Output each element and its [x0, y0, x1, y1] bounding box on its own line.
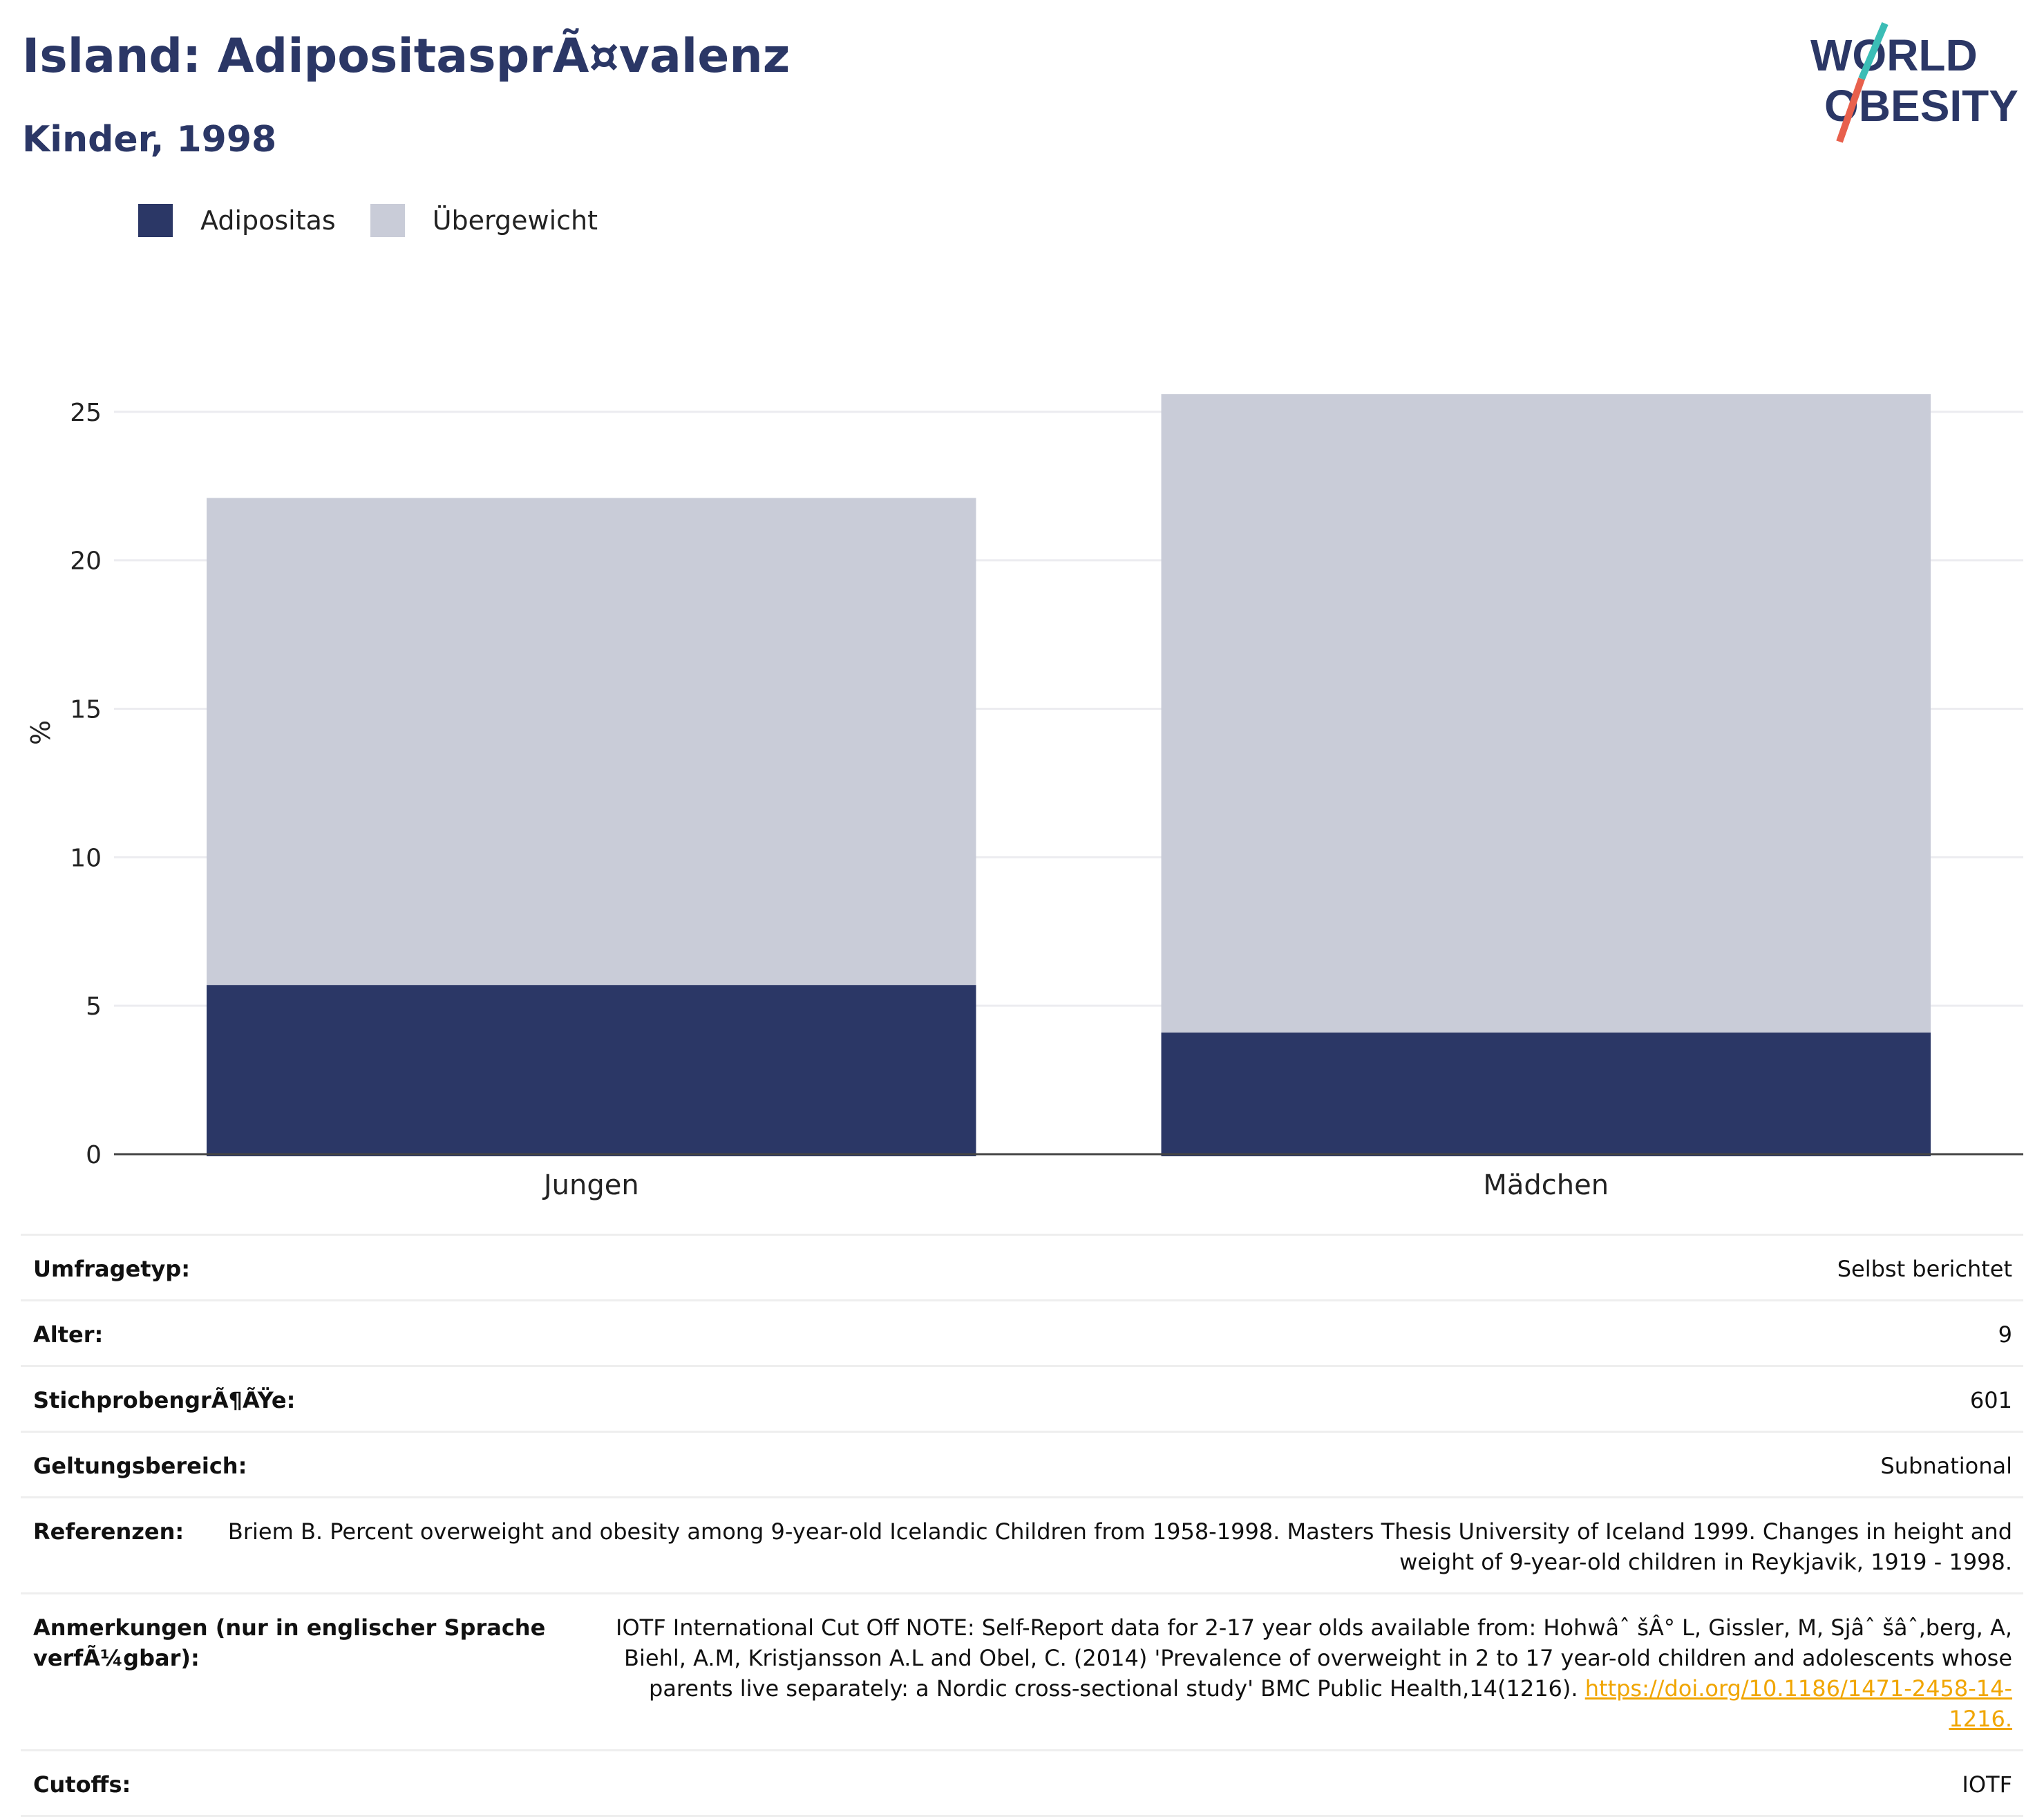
- bar-segment: [207, 985, 976, 1156]
- y-tick-label: 0: [86, 1141, 102, 1169]
- table-row-notes: Anmerkungen (nur in englischer Sprache v…: [21, 1594, 2023, 1751]
- table-row-cutoffs: Cutoffs: IOTF: [21, 1751, 2023, 1817]
- page-subtitle: Kinder, 1998: [22, 119, 277, 160]
- x-tick-labels: Jungen Mädchen: [542, 1169, 1609, 1201]
- legend-swatch-uebergewicht: [370, 204, 405, 237]
- bars: [207, 394, 1931, 1156]
- survey-type-value: Selbst berichtet: [1837, 1256, 2012, 1282]
- page-title: Island: AdipositasprÃ¤valenz: [22, 29, 791, 84]
- cutoffs-label: Cutoffs:: [33, 1771, 131, 1798]
- logo-line1: WORLD: [1810, 30, 1978, 80]
- scope-label: Geltungsbereich:: [33, 1453, 247, 1479]
- survey-type-label: Umfragetyp:: [33, 1256, 191, 1282]
- bar-segment: [207, 498, 976, 986]
- age-label: Alter:: [33, 1321, 104, 1348]
- references-value: Briem B. Percent overweight and obesity …: [227, 1518, 2012, 1575]
- x-tick-label: Jungen: [542, 1169, 639, 1201]
- bar-segment: [1161, 1032, 1931, 1156]
- table-row-references: Referenzen: Briem B. Percent overweight …: [21, 1498, 2023, 1594]
- notes-value: IOTF International Cut Off NOTE: Self-Re…: [558, 1612, 2012, 1734]
- x-tick-label: Mädchen: [1483, 1169, 1609, 1201]
- cutoffs-value: IOTF: [1962, 1771, 2012, 1798]
- y-axis-label: %: [26, 720, 56, 745]
- stacked-bar-chart: 0 5 10 15 20 25 Jungen Mädchen %: [26, 394, 2023, 1201]
- logo-slash-teal: [1858, 22, 1889, 80]
- y-tick-labels: 0 5 10 15 20 25: [70, 399, 102, 1169]
- legend-label-adipositas: Adipositas: [200, 205, 336, 236]
- legend-swatch-adipositas: [138, 204, 173, 237]
- legend-item-adipositas[interactable]: Adipositas: [138, 204, 336, 237]
- bar-segment: [1161, 394, 1931, 1033]
- logo-slash-red: [1836, 77, 1865, 143]
- table-row-sample-size: StichprobengrÃ¶ÃŸe: 601: [21, 1367, 2023, 1433]
- table-row-survey-type: Umfragetyp: Selbst berichtet: [21, 1236, 2023, 1301]
- y-tick-label: 15: [70, 696, 102, 724]
- y-tick-label: 5: [86, 992, 102, 1021]
- references-label: Referenzen:: [33, 1518, 184, 1545]
- age-value: 9: [1998, 1321, 2012, 1348]
- doi-link[interactable]: https://doi.org/10.1186/1471-2458-14-121…: [1584, 1675, 2012, 1732]
- notes-label: Anmerkungen (nur in englischer Sprache v…: [33, 1614, 546, 1671]
- y-tick-label: 25: [70, 399, 102, 427]
- chart-legend: Adipositas Übergewicht: [138, 204, 632, 237]
- legend-label-uebergewicht: Übergewicht: [432, 205, 598, 236]
- table-row-age: Alter: 9: [21, 1301, 2023, 1367]
- survey-details-table: Umfragetyp: Selbst berichtet Alter: 9 St…: [21, 1234, 2023, 1817]
- notes-text: IOTF International Cut Off NOTE: Self-Re…: [616, 1614, 2012, 1702]
- y-tick-label: 10: [70, 844, 102, 872]
- table-row-scope: Geltungsbereich: Subnational: [21, 1433, 2023, 1498]
- sample-size-label: StichprobengrÃ¶ÃŸe:: [33, 1387, 296, 1413]
- sample-size-value: 601: [1969, 1387, 2012, 1413]
- legend-item-uebergewicht[interactable]: Übergewicht: [370, 204, 598, 237]
- world-obesity-logo: WORLD OBESITY: [1810, 22, 2018, 143]
- scope-value: Subnational: [1880, 1453, 2012, 1479]
- y-tick-label: 20: [70, 547, 102, 576]
